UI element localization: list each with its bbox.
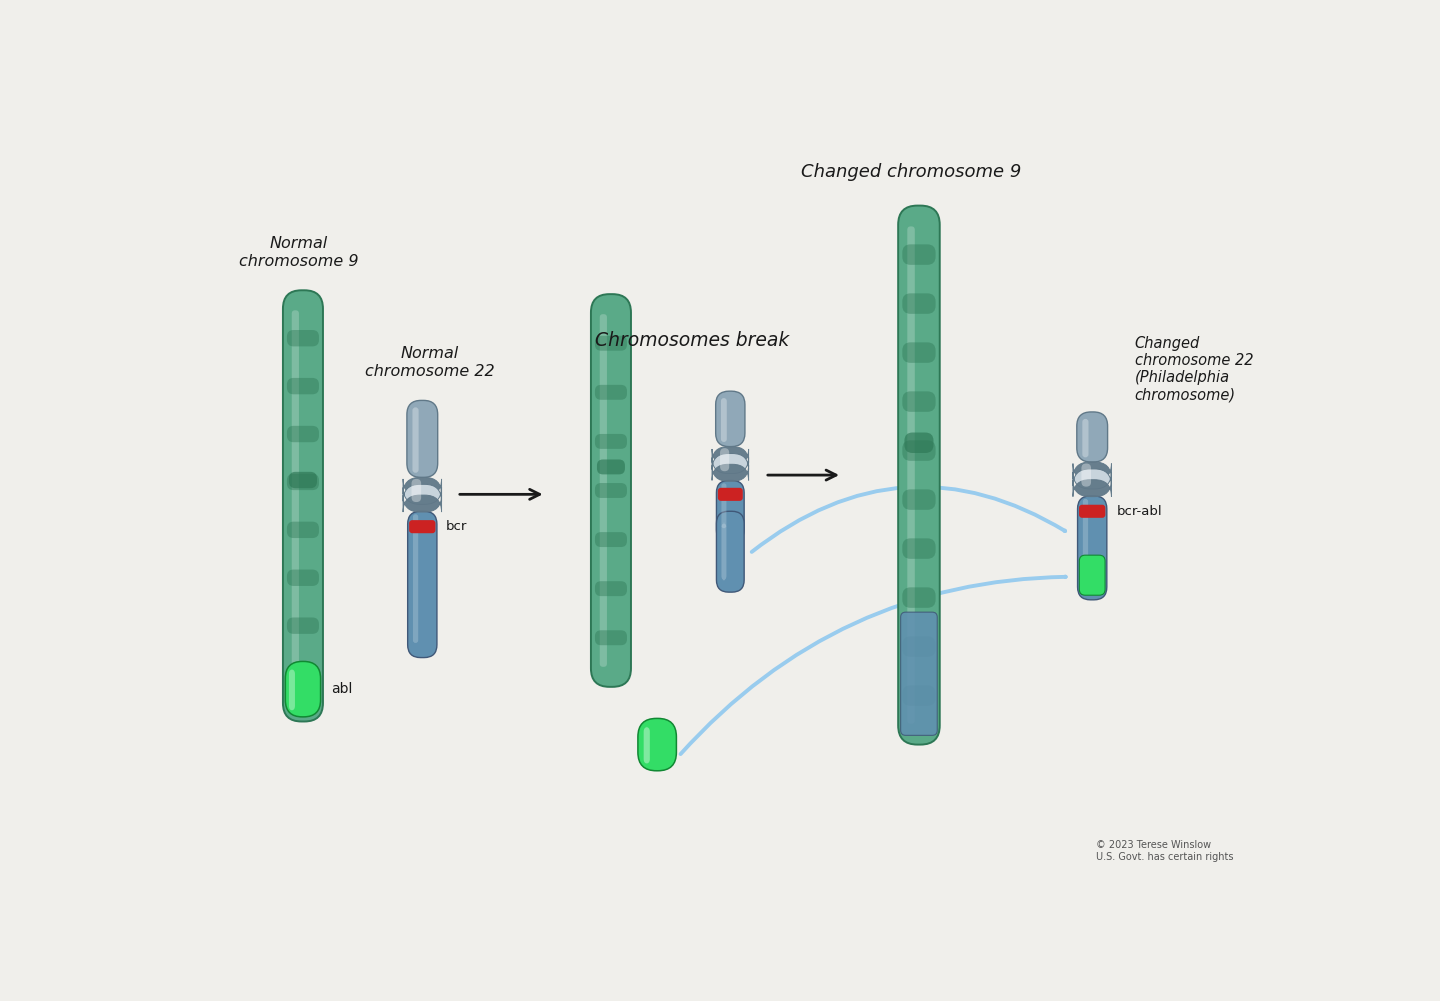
Text: Normal
chromosome 9: Normal chromosome 9 <box>239 236 359 268</box>
FancyBboxPatch shape <box>721 523 726 581</box>
FancyBboxPatch shape <box>598 459 625 474</box>
FancyBboxPatch shape <box>1073 462 1112 480</box>
FancyBboxPatch shape <box>287 330 320 346</box>
FancyBboxPatch shape <box>1077 412 1107 462</box>
FancyBboxPatch shape <box>403 495 442 513</box>
FancyBboxPatch shape <box>638 719 677 771</box>
FancyBboxPatch shape <box>903 391 936 411</box>
FancyBboxPatch shape <box>1080 556 1104 596</box>
FancyBboxPatch shape <box>903 489 936 510</box>
Text: bcr: bcr <box>445 521 467 534</box>
FancyBboxPatch shape <box>412 478 420 503</box>
FancyBboxPatch shape <box>403 484 442 505</box>
Text: Normal
chromosome 22: Normal chromosome 22 <box>366 346 495 378</box>
FancyBboxPatch shape <box>720 448 729 471</box>
FancyBboxPatch shape <box>644 727 649 764</box>
FancyBboxPatch shape <box>1079 505 1106 518</box>
FancyBboxPatch shape <box>899 205 940 745</box>
FancyBboxPatch shape <box>1083 418 1089 457</box>
FancyBboxPatch shape <box>1073 468 1112 488</box>
FancyBboxPatch shape <box>412 407 419 472</box>
FancyBboxPatch shape <box>287 378 320 394</box>
FancyBboxPatch shape <box>287 473 320 490</box>
Text: abl: abl <box>331 682 351 696</box>
FancyBboxPatch shape <box>717 480 744 543</box>
FancyBboxPatch shape <box>282 290 323 722</box>
FancyBboxPatch shape <box>903 342 936 362</box>
FancyArrowPatch shape <box>681 577 1066 754</box>
FancyBboxPatch shape <box>721 398 727 442</box>
FancyBboxPatch shape <box>903 539 936 559</box>
FancyBboxPatch shape <box>403 477 442 495</box>
FancyBboxPatch shape <box>599 314 606 667</box>
FancyBboxPatch shape <box>721 483 726 529</box>
FancyBboxPatch shape <box>287 618 320 634</box>
FancyBboxPatch shape <box>1081 463 1092 486</box>
FancyBboxPatch shape <box>292 310 300 702</box>
FancyBboxPatch shape <box>287 522 320 539</box>
FancyBboxPatch shape <box>907 226 914 724</box>
Text: bcr-abl: bcr-abl <box>1117 505 1162 518</box>
FancyBboxPatch shape <box>903 637 936 657</box>
FancyBboxPatch shape <box>289 669 295 711</box>
Text: © 2023 Terese Winslow
U.S. Govt. has certain rights: © 2023 Terese Winslow U.S. Govt. has cer… <box>1096 840 1234 862</box>
FancyBboxPatch shape <box>408 400 438 477</box>
FancyBboxPatch shape <box>409 521 435 534</box>
FancyBboxPatch shape <box>711 453 749 473</box>
FancyBboxPatch shape <box>595 582 626 597</box>
FancyBboxPatch shape <box>595 434 626 448</box>
FancyBboxPatch shape <box>716 391 744 446</box>
FancyBboxPatch shape <box>590 294 631 687</box>
FancyBboxPatch shape <box>408 512 436 658</box>
FancyBboxPatch shape <box>287 570 320 586</box>
Text: Changed
chromosome 22
(Philadelphia
chromosome): Changed chromosome 22 (Philadelphia chro… <box>1135 335 1253 402</box>
FancyBboxPatch shape <box>413 515 418 643</box>
FancyBboxPatch shape <box>595 631 626 646</box>
FancyBboxPatch shape <box>903 244 936 265</box>
FancyBboxPatch shape <box>903 293 936 314</box>
Text: Chromosomes break: Chromosomes break <box>595 331 789 349</box>
FancyBboxPatch shape <box>717 487 743 500</box>
FancyBboxPatch shape <box>595 533 626 547</box>
FancyBboxPatch shape <box>903 588 936 608</box>
FancyBboxPatch shape <box>1073 479 1112 496</box>
FancyBboxPatch shape <box>285 662 321 717</box>
FancyBboxPatch shape <box>711 464 749 481</box>
FancyArrowPatch shape <box>752 486 1066 552</box>
FancyBboxPatch shape <box>595 335 626 350</box>
FancyBboxPatch shape <box>595 384 626 399</box>
FancyBboxPatch shape <box>287 425 320 442</box>
FancyBboxPatch shape <box>287 666 320 682</box>
FancyBboxPatch shape <box>900 613 937 736</box>
FancyBboxPatch shape <box>903 686 936 706</box>
FancyBboxPatch shape <box>1077 495 1107 600</box>
FancyBboxPatch shape <box>1083 498 1089 586</box>
FancyBboxPatch shape <box>717 512 744 593</box>
FancyBboxPatch shape <box>903 440 936 460</box>
FancyBboxPatch shape <box>595 483 626 497</box>
Text: Changed chromosome 9: Changed chromosome 9 <box>801 163 1021 181</box>
FancyBboxPatch shape <box>711 446 749 465</box>
FancyBboxPatch shape <box>904 432 933 453</box>
FancyBboxPatch shape <box>289 471 317 488</box>
